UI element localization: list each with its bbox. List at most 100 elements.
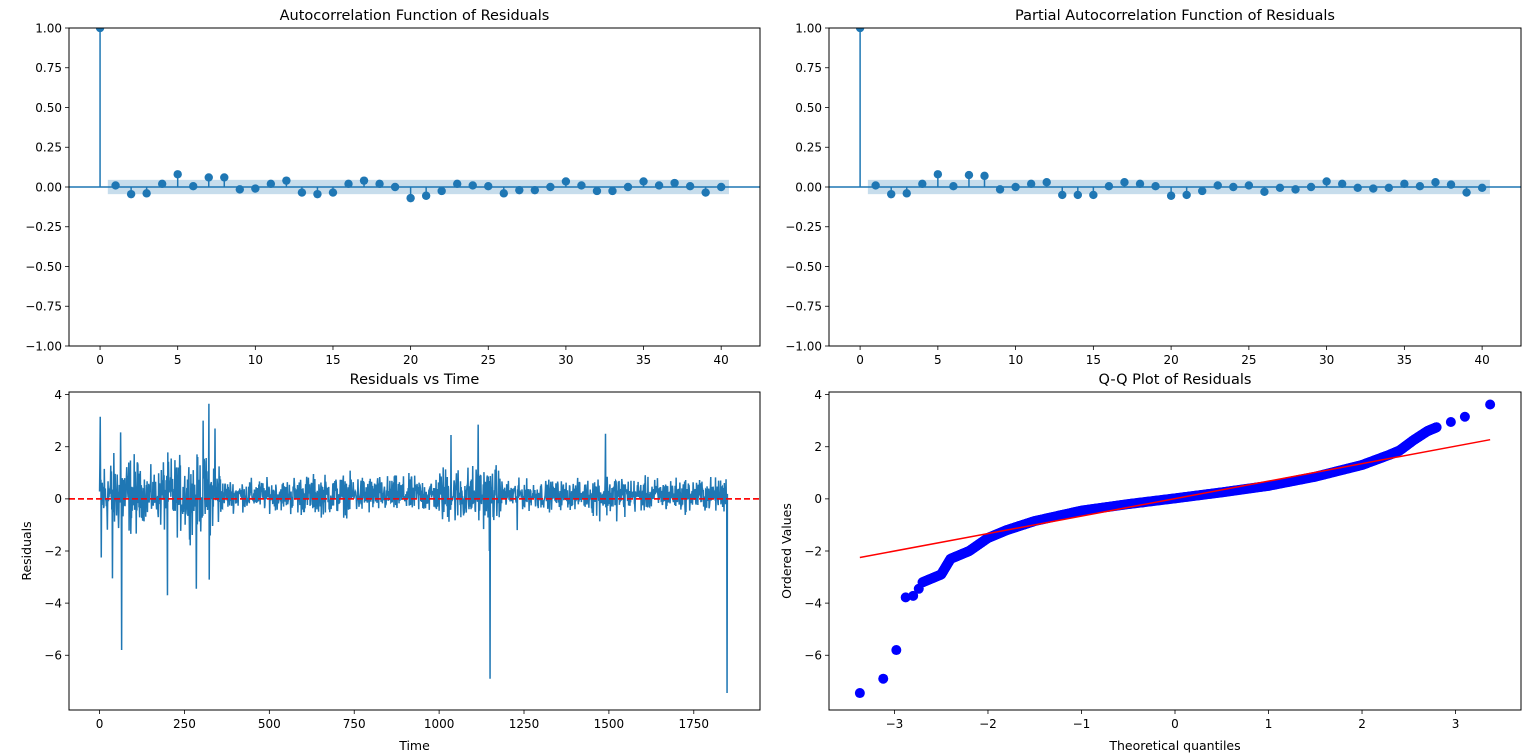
qq-point: [1445, 416, 1456, 427]
y-tick-label: −1.00: [785, 339, 822, 353]
axes-frame: [828, 27, 1522, 347]
y-tick-label: 0.25: [795, 141, 822, 155]
x-tick-label: 20: [1163, 353, 1178, 367]
x-tick-label: 35: [636, 353, 651, 367]
y-tick-label: −6: [804, 649, 822, 663]
x-tick-label: 20: [403, 353, 418, 367]
y-tick-label: 0.75: [795, 61, 822, 75]
x-tick-label: 1000: [424, 717, 455, 731]
y-tick-label: 2: [54, 440, 62, 454]
stem-marker: [561, 177, 571, 186]
chart-title: Partial Autocorrelation Function of Resi…: [1015, 8, 1335, 24]
chart-title: Q-Q Plot of Residuals: [1099, 372, 1252, 388]
stem-marker: [887, 189, 896, 199]
stem-marker: [902, 189, 911, 198]
x-tick-label: 15: [1086, 353, 1101, 367]
x-tick-label: 15: [325, 353, 340, 367]
y-tick-label: −0.25: [785, 220, 822, 234]
y-tick-label: 0.00: [35, 180, 62, 194]
subplot-1: 0 5 10 15 20 25 30 35 40 1.00 0.75 0.50 0.25 0.00 −0.2…: [25, 8, 761, 367]
x-tick-label: 1750: [679, 717, 710, 731]
stem-marker: [1322, 177, 1331, 186]
stem-marker: [546, 182, 555, 192]
axes-frame: [68, 391, 761, 711]
x-tick-label: −2: [979, 717, 997, 731]
x-tick-label: 5: [934, 353, 942, 367]
chart-title: Autocorrelation Function of Residuals: [280, 8, 550, 24]
stem-marker: [1477, 183, 1487, 192]
stem-marker: [995, 185, 1005, 194]
stem-marker: [328, 188, 338, 197]
plot-area: [69, 28, 760, 203]
stem-marker: [670, 178, 679, 188]
stem-marker: [173, 170, 182, 179]
stem-marker: [1120, 178, 1129, 187]
qq-point: [908, 590, 919, 601]
stem-marker: [437, 186, 446, 196]
stem-marker: [468, 181, 477, 190]
stem-marker: [1369, 184, 1378, 193]
plot-area: [829, 28, 1521, 200]
x-tick-label: 500: [258, 717, 281, 731]
stem-marker: [1462, 188, 1471, 197]
x-axis-label: Theoretical quantiles: [1108, 738, 1240, 753]
qq-point: [854, 688, 865, 699]
stem-marker: [855, 28, 865, 33]
stem-marker: [1089, 190, 1098, 200]
y-tick-label: 0.00: [795, 180, 822, 194]
y-axis-label: Ordered Values: [779, 503, 794, 599]
stem-marker: [608, 186, 617, 196]
x-tick-label: 30: [558, 353, 573, 367]
stem-marker: [313, 189, 322, 199]
y-tick-label: −0.25: [25, 220, 62, 234]
x-tick-label: 5: [174, 353, 182, 367]
x-tick-label: 30: [1319, 353, 1334, 367]
stem-marker: [1306, 182, 1316, 192]
y-tick-label: 4: [814, 388, 822, 402]
stem-marker: [453, 179, 462, 189]
stem-marker: [220, 173, 229, 182]
stem-marker: [592, 186, 602, 196]
x-tick-label: 2: [1358, 717, 1366, 731]
stem-marker: [918, 179, 927, 189]
stem-marker: [484, 182, 493, 191]
y-tick-label: 1.00: [35, 21, 62, 35]
y-tick-label: −1.00: [25, 339, 62, 353]
y-tick-label: −2: [44, 544, 62, 558]
stem-marker: [1291, 185, 1300, 194]
x-tick-label: 25: [1241, 353, 1256, 367]
y-tick-label: 0.50: [35, 101, 62, 115]
x-tick-label: 1250: [509, 717, 540, 731]
stem-marker: [499, 189, 508, 198]
y-tick-label: −6: [44, 649, 62, 663]
y-tick-label: −0.75: [785, 300, 822, 314]
stem-marker: [964, 170, 974, 180]
y-tick-label: 0.75: [35, 61, 62, 75]
x-tick-label: 10: [248, 353, 263, 367]
stem-marker: [577, 181, 586, 190]
qq-point: [900, 592, 911, 603]
y-tick-label: −0.50: [25, 260, 62, 274]
plot-area: [854, 399, 1496, 699]
stem-marker: [1026, 179, 1036, 189]
x-tick-label: 1500: [594, 717, 625, 731]
stem-marker: [282, 176, 291, 185]
stem-marker: [266, 179, 276, 189]
subplot-4: −3 −2 −1 0 1 2 3 4 2 0 −2 −4 −6 Q-Q Plot of Residuals…: [779, 372, 1522, 753]
x-tick-label: 40: [714, 353, 729, 367]
stem-marker: [126, 189, 136, 199]
x-tick-label: 1: [1265, 717, 1273, 731]
stem-marker: [1275, 183, 1285, 192]
subplot-3: 0 250 500 750 1000 1250 1500 1750 4 2 0 −2 −4 −6 Resid…: [19, 372, 761, 753]
stem-marker: [157, 179, 167, 189]
axes-frame: [828, 391, 1522, 711]
stem-marker: [1104, 182, 1114, 191]
stem-marker: [871, 181, 880, 190]
stem-marker: [204, 173, 213, 182]
stem-marker: [95, 28, 105, 33]
stem-marker: [980, 171, 989, 181]
stem-marker: [297, 188, 307, 197]
qq-point: [878, 673, 889, 684]
stem-marker: [1260, 187, 1269, 196]
x-tick-label: 10: [1008, 353, 1023, 367]
